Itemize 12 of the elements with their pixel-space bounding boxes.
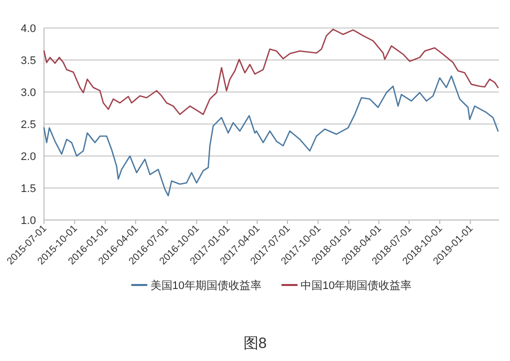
y-tick-label: 1.5: [20, 183, 36, 195]
line-series: [43, 28, 499, 116]
y-tick-label: 3.5: [20, 55, 36, 67]
line-series: [43, 75, 499, 196]
legend-label: 中国10年期国债收益率: [300, 279, 412, 292]
legend-label: 美国10年期国债收益率: [150, 279, 262, 292]
y-tick-label: 2.0: [20, 151, 36, 163]
y-tick-label: 3.0: [20, 87, 36, 99]
y-tick-label: 1.0: [20, 215, 36, 227]
y-tick-label: 2.5: [20, 119, 36, 131]
caption: 图8: [243, 335, 267, 352]
y-tick-label: 4.0: [20, 23, 36, 35]
